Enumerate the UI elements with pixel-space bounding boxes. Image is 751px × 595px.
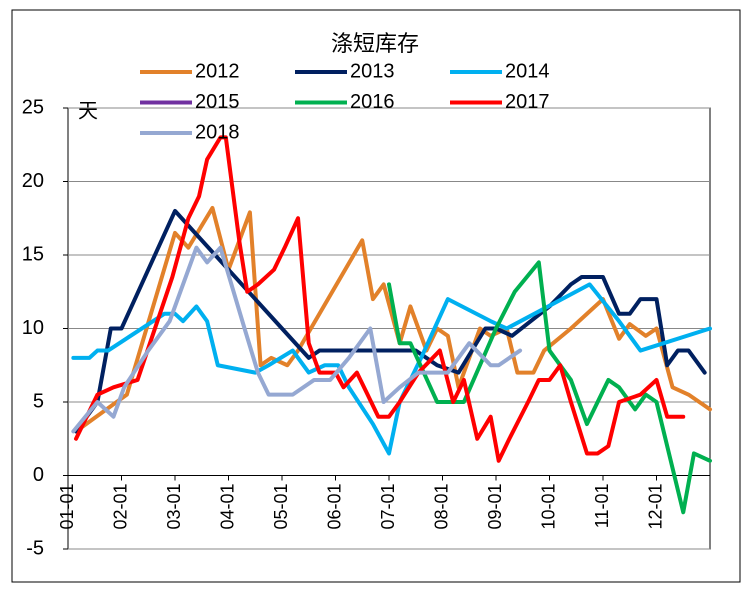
legend-label: 2014 — [505, 60, 550, 82]
series-line — [74, 208, 707, 434]
x-tick-label: 03-01 — [164, 484, 184, 530]
legend-label: 2018 — [195, 121, 240, 143]
series-line — [387, 260, 712, 515]
y-tick-label: -5 — [26, 537, 44, 559]
x-tick-label: 09-01 — [485, 484, 505, 530]
series-line — [71, 245, 523, 434]
x-tick-label: 11-01 — [592, 484, 612, 529]
y-tick-label: 10 — [22, 317, 44, 339]
x-tick-label: 10-01 — [538, 484, 558, 530]
x-tick-label: 12-01 — [645, 484, 665, 530]
x-tick-label: 04-01 — [217, 484, 237, 530]
legend-label: 2012 — [195, 60, 240, 82]
x-tick-label: 01-01 — [57, 484, 77, 530]
legend-label: 2015 — [195, 91, 240, 113]
x-tick-label: 07-01 — [378, 484, 398, 530]
x-tick-label: 08-01 — [431, 484, 451, 530]
x-tick-label: 06-01 — [324, 484, 344, 530]
y-tick-label: 0 — [33, 464, 44, 486]
legend-label: 2016 — [350, 91, 395, 113]
y-tick-label: 5 — [33, 390, 44, 412]
y-tick-label: 20 — [22, 170, 44, 192]
y-axis-label: 天 — [78, 100, 98, 122]
legend-label: 2017 — [505, 91, 550, 113]
series-line — [74, 205, 712, 434]
y-tick-label: 15 — [22, 243, 44, 265]
y-tick-label: 25 — [22, 96, 44, 118]
series-line — [74, 135, 686, 463]
legend-label: 2013 — [350, 60, 395, 82]
chart-title: 涤短库存 — [331, 31, 419, 56]
x-tick-label: 02-01 — [110, 484, 130, 530]
x-tick-label: 05-01 — [271, 484, 291, 530]
